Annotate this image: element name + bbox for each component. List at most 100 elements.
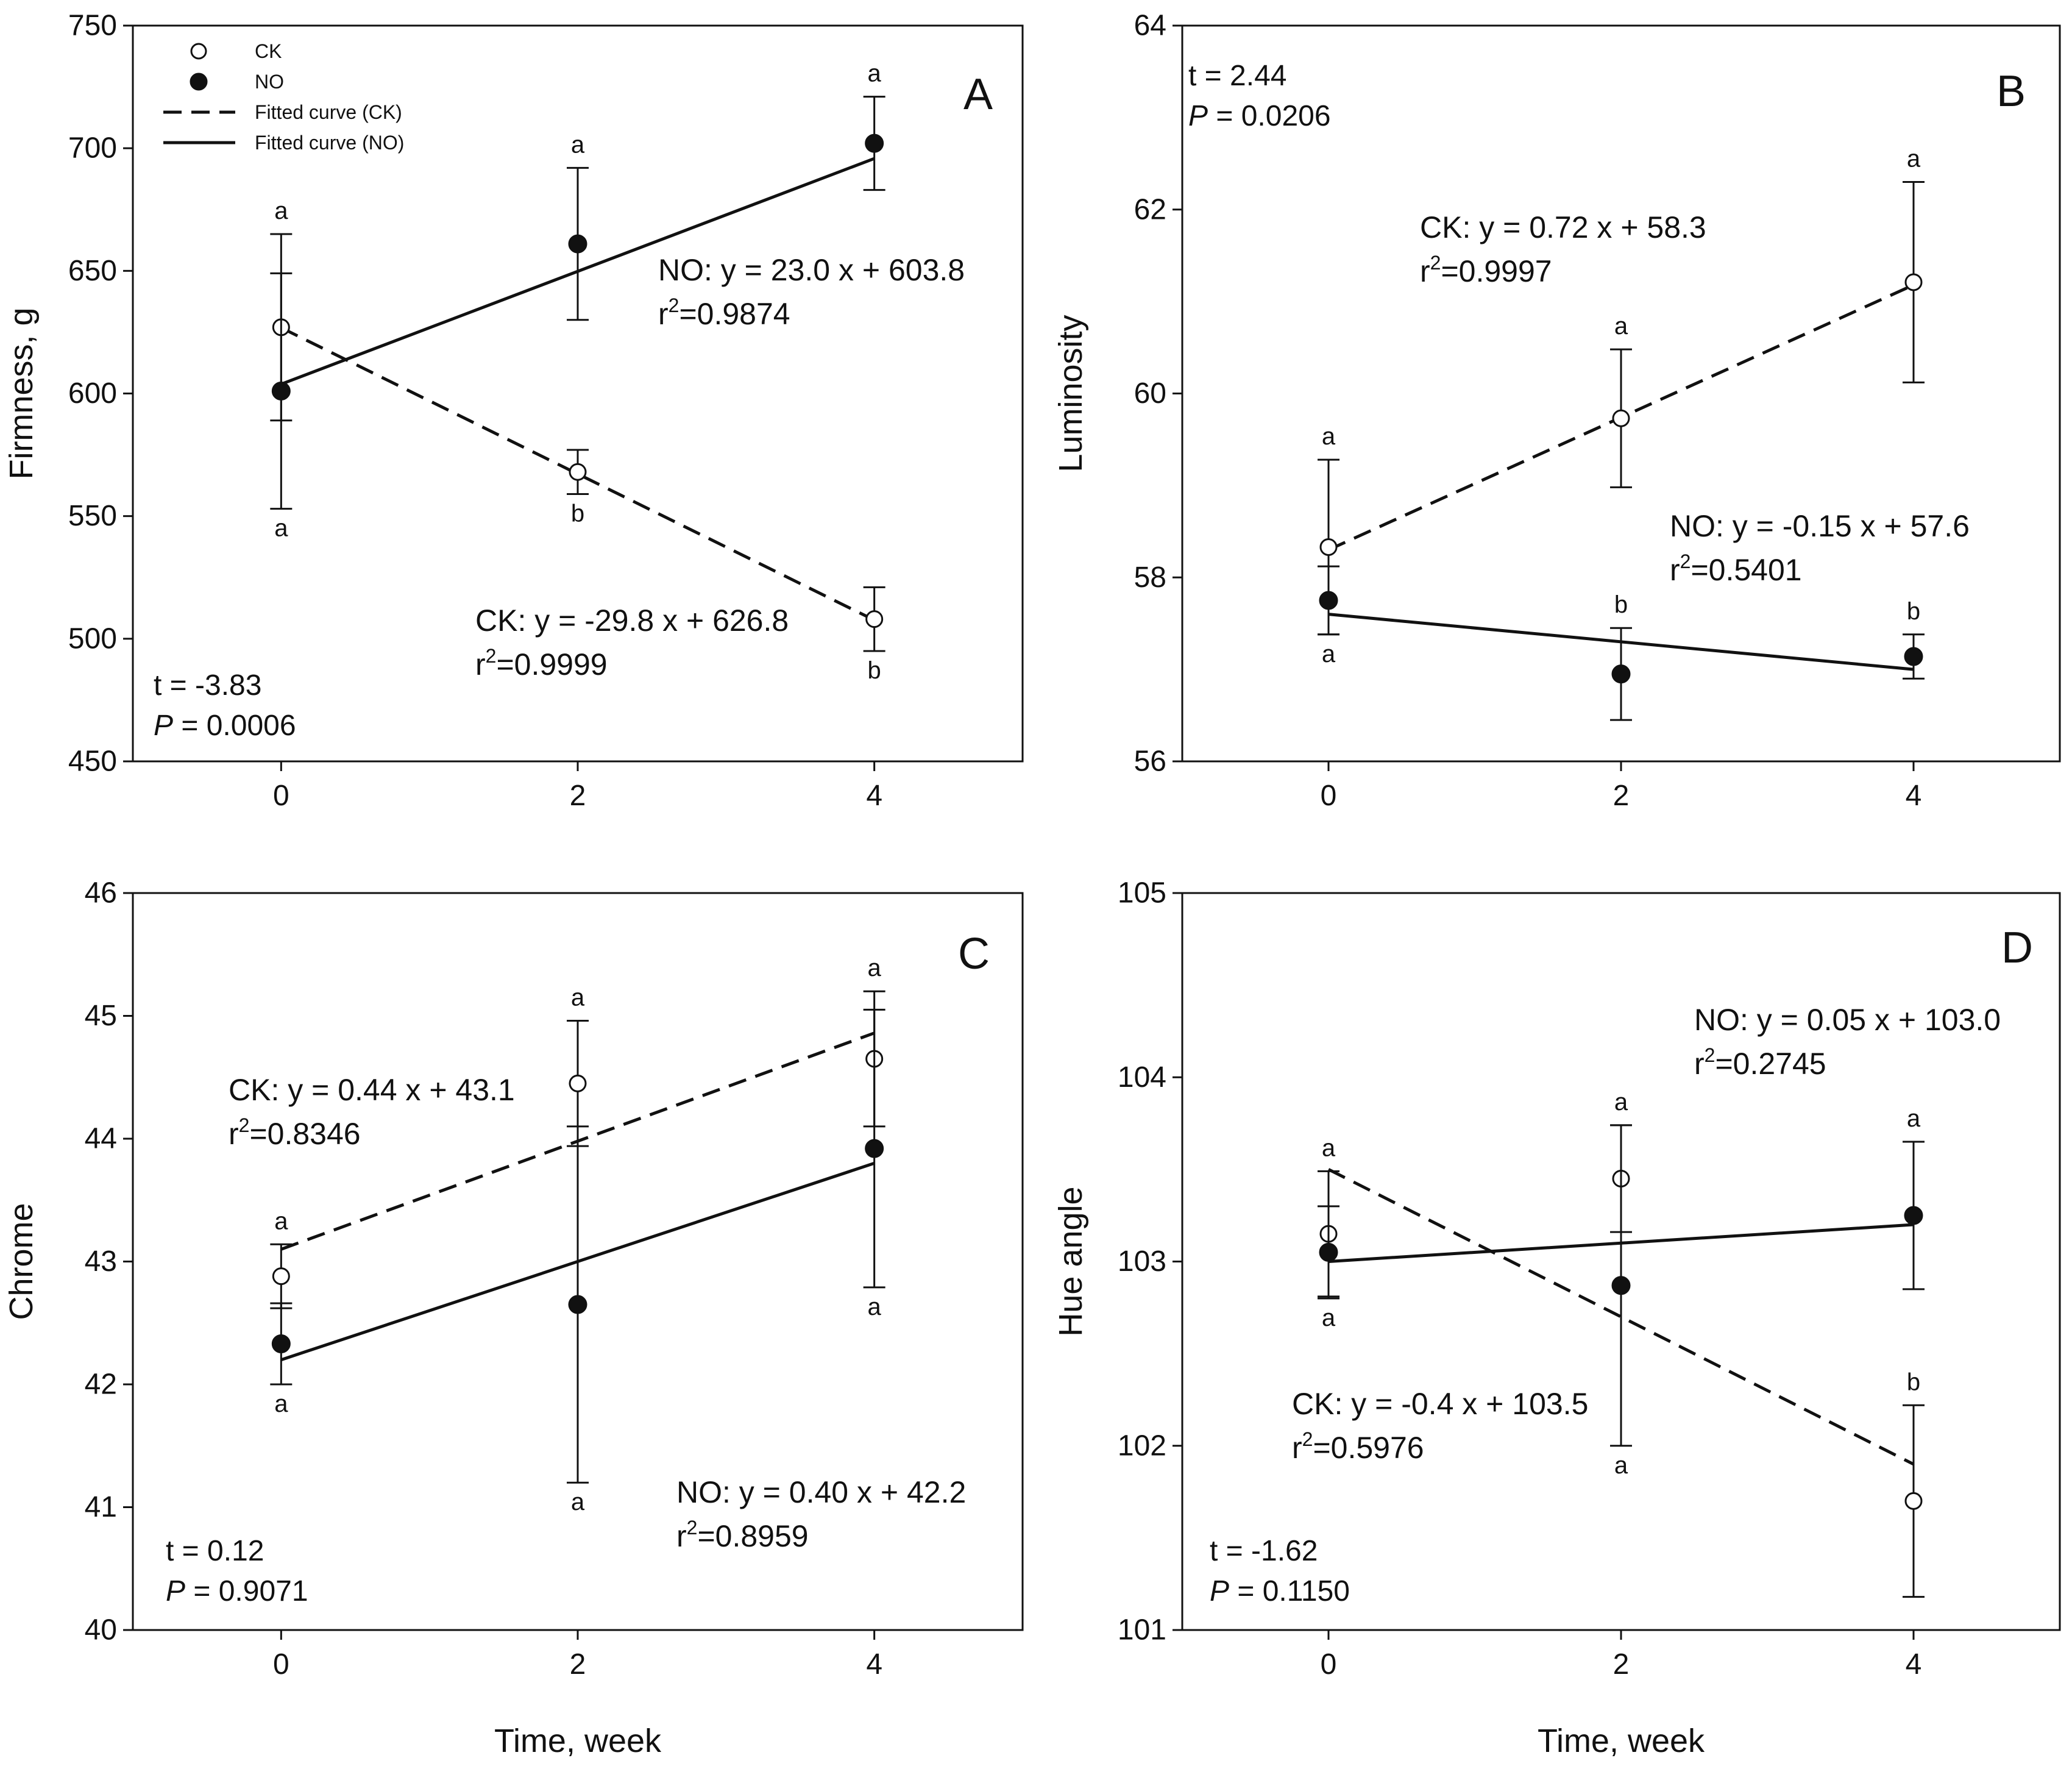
data-point-no xyxy=(865,133,884,153)
y-tick-label: 62 xyxy=(1134,193,1166,226)
legend-label-no: NO xyxy=(255,71,284,93)
r-squared-ck: r2=0.9999 xyxy=(475,645,608,682)
t-statistic: t = -3.83 xyxy=(154,669,261,702)
r-squared-ck: r2=0.9997 xyxy=(1420,252,1552,288)
y-tick-label: 60 xyxy=(1134,377,1166,410)
x-tick-label: 0 xyxy=(273,1648,289,1681)
y-tick-label: 46 xyxy=(85,877,117,909)
panel-letter: A xyxy=(963,70,993,119)
data-point-no xyxy=(1319,1242,1338,1262)
r-squared-no: r2=0.9874 xyxy=(658,294,790,331)
panel-c: 40 41 42 43 44 45 46 0 2 4 Chrome Time, week a a a a a a C… xyxy=(3,877,1024,1759)
y-tick-label: 103 xyxy=(1118,1245,1166,1278)
x-tick-label: 2 xyxy=(1613,780,1630,812)
panel-a: 450 500 550 600 650 700 750 0 2 4 Firmness, g a b b a a… xyxy=(3,10,1024,812)
p-value: P = 0.1150 xyxy=(1210,1575,1350,1607)
data-point-no xyxy=(568,234,587,254)
significance-letter: a xyxy=(571,131,585,158)
panel-letter: C xyxy=(958,930,990,978)
significance-letter: b xyxy=(868,657,881,684)
significance-letter: b xyxy=(1614,591,1628,618)
significance-letter: a xyxy=(868,60,882,87)
y-tick-label: 44 xyxy=(85,1123,117,1155)
fit-equation-ck: CK: y = 0.72 x + 58.3 xyxy=(1420,210,1706,244)
y-axis-label: Hue angle xyxy=(1052,1186,1089,1336)
significance-letter: b xyxy=(571,500,584,527)
t-statistic: t = 2.44 xyxy=(1188,60,1286,92)
significance-letter: a xyxy=(274,1208,288,1234)
legend: CK NO Fitted curve (CK) Fitted curve (NO) xyxy=(163,40,404,154)
t-statistic: t = -1.62 xyxy=(1210,1535,1318,1567)
data-point-ck xyxy=(1612,409,1630,427)
y-tick-label: 45 xyxy=(85,1000,117,1032)
significance-letter: b xyxy=(1907,1369,1920,1395)
fit-equation-ck: CK: y = 0.44 x + 43.1 xyxy=(229,1073,515,1107)
data-point-ck xyxy=(1319,538,1338,556)
data-point-ck xyxy=(569,1074,587,1092)
y-tick-label: 750 xyxy=(68,10,117,42)
fit-equation-no: NO: y = 23.0 x + 603.8 xyxy=(658,253,965,287)
significance-letter: a xyxy=(1322,423,1336,450)
r-squared-ck: r2=0.8346 xyxy=(229,1114,361,1151)
data-point-ck xyxy=(1904,273,1923,291)
panel-d: 101 102 103 104 105 0 2 4 Hue angle Time, week a a b… xyxy=(1052,877,2061,1759)
data-point-ck xyxy=(1904,1492,1923,1510)
significance-letter: a xyxy=(1907,145,1921,172)
legend-marker-ck xyxy=(190,43,207,60)
x-tick-label: 2 xyxy=(570,1648,586,1681)
significance-letter: b xyxy=(1907,598,1920,625)
y-axis-label: Chrome xyxy=(3,1203,40,1320)
y-tick-label: 500 xyxy=(68,622,117,655)
x-tick-label: 4 xyxy=(1906,780,1922,812)
y-tick-label: 104 xyxy=(1118,1061,1166,1094)
data-point-no xyxy=(1904,647,1923,666)
significance-letter: a xyxy=(1322,1134,1336,1161)
panel-b: 56 58 60 62 64 0 2 4 Luminosity a a a a b b CK: y = 0.7… xyxy=(1052,10,2061,812)
p-value: P = 0.9071 xyxy=(166,1575,308,1607)
p-value: P = 0.0206 xyxy=(1188,100,1331,132)
significance-letter: a xyxy=(1907,1105,1921,1132)
x-tick-label: 2 xyxy=(1613,1648,1630,1681)
significance-letter: a xyxy=(274,198,288,224)
y-tick-label: 42 xyxy=(85,1369,117,1401)
significance-letter: a xyxy=(1614,1452,1628,1479)
y-tick-label: 550 xyxy=(68,500,117,532)
fitted-curve-ck xyxy=(1327,1168,1915,1466)
data-point-no xyxy=(865,1139,884,1158)
significance-letter: a xyxy=(571,1489,585,1515)
x-tick-label: 4 xyxy=(866,780,882,812)
data-point-ck xyxy=(272,1267,290,1286)
y-tick-label: 101 xyxy=(1118,1614,1166,1646)
r-squared-no: r2=0.2745 xyxy=(1694,1044,1826,1081)
fit-equation-no: NO: y = 0.05 x + 103.0 xyxy=(1694,1003,2001,1037)
data-point-no xyxy=(568,1295,587,1314)
data-point-no xyxy=(271,381,291,400)
significance-letter: a xyxy=(1322,641,1336,667)
panel-letter: D xyxy=(2001,924,2033,972)
significance-letter: a xyxy=(868,1294,882,1320)
significance-letter: a xyxy=(1322,1305,1336,1331)
significance-letter: a xyxy=(1614,313,1628,340)
data-point-no xyxy=(1904,1206,1923,1225)
y-tick-label: 105 xyxy=(1118,877,1166,909)
y-tick-label: 600 xyxy=(68,377,117,410)
y-tick-label: 56 xyxy=(1134,746,1166,778)
x-axis-label: Time, week xyxy=(1538,1723,1705,1759)
legend-marker-no xyxy=(190,73,208,91)
y-axis-label: Luminosity xyxy=(1052,315,1089,472)
significance-letter: a xyxy=(1614,1089,1628,1116)
fit-equation-no: NO: y = -0.15 x + 57.6 xyxy=(1670,509,1970,543)
y-tick-label: 58 xyxy=(1134,561,1166,594)
data-point-ck xyxy=(865,610,884,628)
t-statistic: t = 0.12 xyxy=(166,1535,264,1567)
significance-letter: a xyxy=(571,984,585,1011)
fit-equation-no: NO: y = 0.40 x + 42.2 xyxy=(676,1475,966,1509)
y-tick-label: 40 xyxy=(85,1614,117,1646)
legend-label-fit-ck: Fitted curve (CK) xyxy=(255,101,402,123)
significance-letter: a xyxy=(868,955,882,981)
x-tick-label: 0 xyxy=(273,780,289,812)
y-tick-label: 43 xyxy=(85,1245,117,1278)
y-tick-label: 650 xyxy=(68,255,117,287)
y-tick-label: 102 xyxy=(1118,1429,1166,1462)
